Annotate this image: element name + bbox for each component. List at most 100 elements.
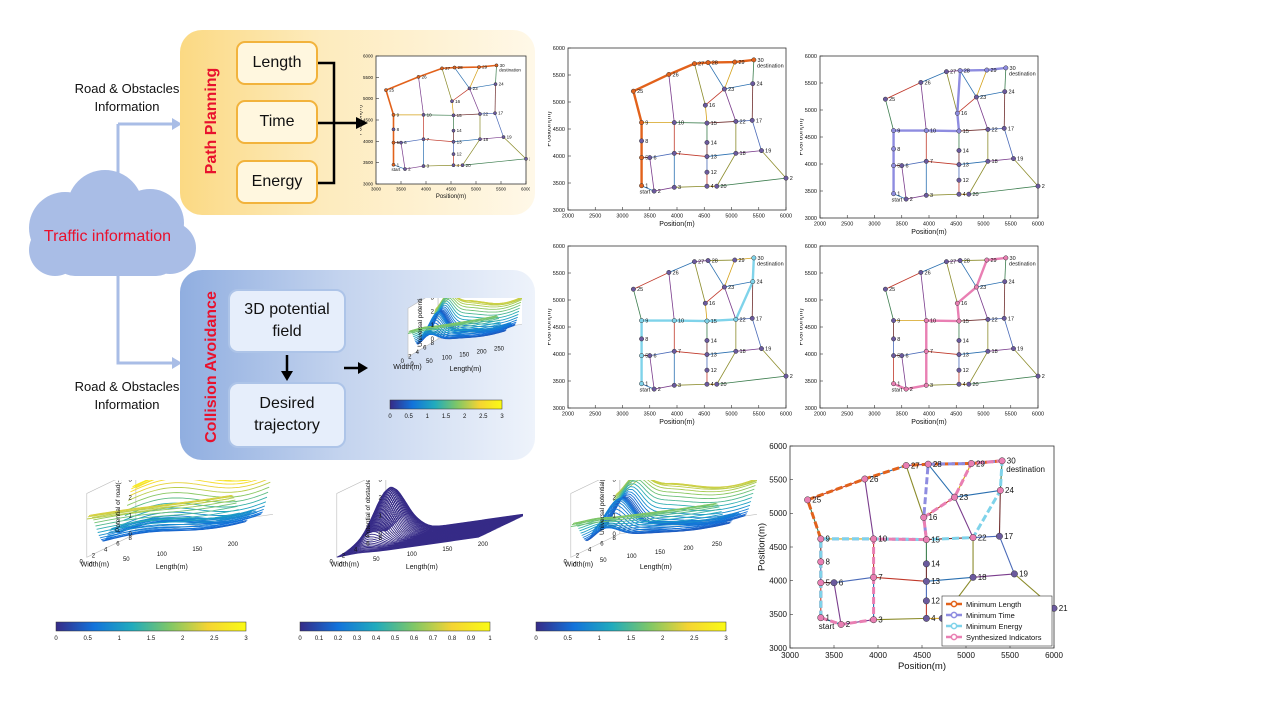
road-edge (954, 496, 974, 538)
y-tick-label: 4500 (553, 127, 565, 133)
y-tick-label: 2 (342, 553, 346, 559)
road-edge (901, 165, 907, 200)
road-edge (716, 153, 737, 187)
node-9 (891, 318, 897, 323)
node-14 (956, 338, 962, 343)
z-tick-label: 3 (431, 298, 435, 302)
node-5 (817, 579, 825, 587)
desired-trajectory-line1: Desired (259, 395, 315, 412)
x-tick-label: 50 (600, 558, 607, 564)
road-edge (649, 157, 655, 192)
road-edge (998, 536, 1015, 575)
colorbar-tick-label: 0 (54, 636, 58, 642)
z-tick-label: 2 (612, 496, 616, 502)
traffic-information-label: Traffic information (43, 228, 172, 245)
y-tick-label: 5000 (363, 96, 374, 101)
node-21 (1035, 183, 1041, 189)
node-label-29: 29 (738, 60, 744, 66)
node-label-2: 2 (658, 189, 661, 195)
surface-line (336, 536, 479, 558)
road-edge (716, 351, 737, 385)
road-edge (706, 121, 736, 124)
node-label-13: 13 (457, 139, 463, 144)
collision-avoidance-label: Collision Avoidance (203, 291, 220, 443)
node-1 (891, 381, 897, 387)
node-label-14: 14 (711, 140, 717, 146)
node-18 (478, 137, 482, 142)
plot-frame (567, 245, 787, 409)
node-8 (891, 336, 897, 342)
node-label-28: 28 (458, 65, 464, 70)
z-tick-label: 0 (378, 532, 382, 538)
x-axis-label: Position(m) (911, 419, 946, 426)
node-26 (416, 75, 421, 79)
road-edge (469, 88, 481, 115)
surface-line (591, 512, 734, 535)
z-tick-label: 2 (378, 496, 382, 502)
node-label-2: 2 (658, 387, 661, 393)
y-tick-label: 3500 (553, 181, 565, 187)
surface-line (94, 502, 237, 524)
road-edge (920, 82, 927, 131)
y-tick-label: 6 (423, 345, 427, 351)
x-tick-label: 200 (478, 542, 489, 548)
y-tick-label: 8 (128, 536, 132, 542)
node-label-28: 28 (964, 259, 970, 265)
node-label-25: 25 (389, 88, 395, 93)
road-edge (968, 375, 1039, 385)
road-edge (400, 138, 424, 143)
criterion-length: Length (236, 41, 318, 85)
node-18 (733, 348, 739, 354)
node-label-10: 10 (427, 112, 433, 117)
start-label: start (640, 189, 651, 195)
node-label-19: 19 (1019, 570, 1028, 579)
node-label-25: 25 (889, 97, 895, 103)
road-edge (451, 101, 454, 116)
y-tick-label: 6 (116, 542, 120, 548)
road-edge (960, 259, 987, 261)
node-label-6: 6 (905, 164, 908, 170)
node-label-30: 30 (758, 58, 764, 64)
road-edge (674, 350, 708, 355)
x-tick-label: 4000 (671, 412, 683, 418)
road-info-top-line2: Information (94, 99, 160, 114)
start-label: start (892, 197, 903, 203)
node-label-15: 15 (963, 129, 969, 135)
node-29 (967, 460, 975, 467)
node-label-29: 29 (990, 68, 996, 74)
node-7 (671, 150, 677, 156)
node-7 (671, 348, 677, 354)
road-edge (423, 164, 454, 167)
road-edge (761, 150, 787, 179)
node-5 (639, 353, 645, 359)
y-tick-label: 5500 (805, 271, 817, 277)
node-label-13: 13 (711, 154, 717, 160)
road-info-bottom-line2: Information (94, 397, 160, 412)
desired-trajectory-line2: trajectory (254, 417, 320, 434)
surface-line (616, 480, 755, 495)
node-label-17: 17 (756, 118, 762, 124)
y-tick-label: 4500 (805, 135, 817, 141)
z-tick-label: 3 (128, 480, 132, 483)
road-edge (873, 617, 927, 621)
road-edge (987, 158, 1014, 162)
y-tick-label: 5500 (553, 73, 565, 79)
road-edge (654, 384, 675, 390)
y-tick-label: 4000 (363, 139, 374, 144)
road-edge (959, 260, 977, 288)
colorbar (389, 399, 503, 410)
node-label-1: 1 (397, 162, 400, 167)
colorbar-tick-label: 3 (724, 636, 728, 642)
surface-line (580, 513, 723, 534)
criterion-time: Time (236, 100, 318, 144)
z-tick-label: 1 (431, 323, 435, 329)
node-label-14: 14 (711, 338, 717, 344)
node-label-2: 2 (408, 167, 411, 172)
node-label-29: 29 (990, 258, 996, 264)
z-tick-label: 1 (378, 514, 382, 520)
road-edge (674, 122, 707, 124)
y-tick-label: 4500 (769, 543, 787, 552)
road-edge (503, 136, 527, 160)
x-tick-label: 50 (426, 359, 433, 365)
